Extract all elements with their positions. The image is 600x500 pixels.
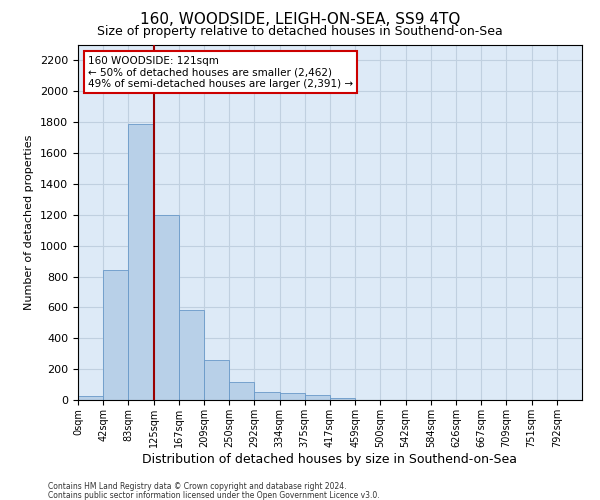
- Bar: [280, 393, 305, 400]
- Text: 160 WOODSIDE: 121sqm
← 50% of detached houses are smaller (2,462)
49% of semi-de: 160 WOODSIDE: 121sqm ← 50% of detached h…: [88, 56, 353, 89]
- Bar: [254, 392, 280, 400]
- Bar: [128, 124, 154, 400]
- Bar: [305, 396, 330, 400]
- X-axis label: Distribution of detached houses by size in Southend-on-Sea: Distribution of detached houses by size …: [143, 452, 517, 466]
- Bar: [229, 382, 254, 400]
- Bar: [330, 398, 355, 400]
- Bar: [103, 270, 128, 400]
- Bar: [179, 310, 204, 400]
- Text: 160, WOODSIDE, LEIGH-ON-SEA, SS9 4TQ: 160, WOODSIDE, LEIGH-ON-SEA, SS9 4TQ: [140, 12, 460, 28]
- Text: Contains HM Land Registry data © Crown copyright and database right 2024.: Contains HM Land Registry data © Crown c…: [48, 482, 347, 491]
- Text: Contains public sector information licensed under the Open Government Licence v3: Contains public sector information licen…: [48, 490, 380, 500]
- Text: Size of property relative to detached houses in Southend-on-Sea: Size of property relative to detached ho…: [97, 25, 503, 38]
- Y-axis label: Number of detached properties: Number of detached properties: [25, 135, 34, 310]
- Bar: [78, 396, 103, 400]
- Bar: [204, 360, 229, 400]
- Bar: [154, 215, 179, 400]
